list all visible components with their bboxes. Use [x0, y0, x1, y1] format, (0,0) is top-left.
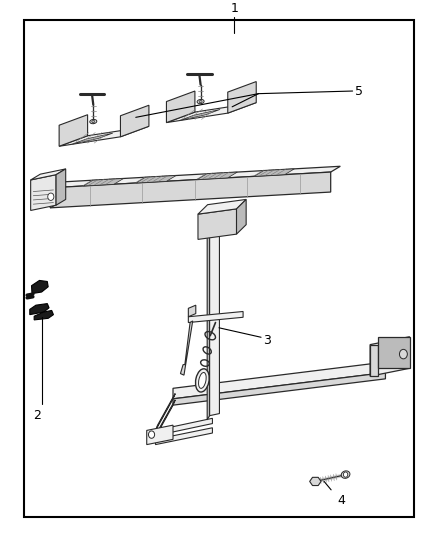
Polygon shape — [83, 179, 124, 186]
Polygon shape — [56, 169, 66, 205]
Circle shape — [48, 193, 54, 200]
Polygon shape — [180, 109, 220, 120]
Polygon shape — [147, 425, 173, 445]
Polygon shape — [378, 337, 410, 368]
Polygon shape — [210, 229, 219, 416]
Polygon shape — [72, 133, 113, 144]
Polygon shape — [50, 172, 331, 208]
Circle shape — [343, 472, 348, 477]
Polygon shape — [188, 305, 196, 317]
Polygon shape — [228, 82, 256, 113]
Text: 4: 4 — [338, 494, 346, 506]
Polygon shape — [50, 182, 60, 208]
Polygon shape — [155, 418, 212, 435]
Polygon shape — [155, 400, 175, 437]
Polygon shape — [197, 172, 237, 180]
Polygon shape — [188, 311, 243, 322]
Polygon shape — [59, 126, 149, 146]
Polygon shape — [136, 175, 176, 183]
Text: 1: 1 — [230, 2, 238, 15]
Polygon shape — [31, 169, 66, 180]
Polygon shape — [180, 321, 193, 375]
Polygon shape — [198, 209, 237, 239]
Ellipse shape — [195, 369, 209, 392]
Ellipse shape — [341, 471, 350, 478]
Polygon shape — [207, 229, 219, 236]
Polygon shape — [166, 103, 256, 123]
Ellipse shape — [198, 373, 206, 389]
Polygon shape — [155, 393, 175, 431]
Ellipse shape — [92, 120, 95, 123]
Polygon shape — [59, 115, 88, 146]
Ellipse shape — [90, 119, 97, 124]
Polygon shape — [166, 91, 195, 123]
Polygon shape — [237, 199, 246, 234]
Text: 2: 2 — [33, 409, 41, 422]
Polygon shape — [254, 169, 294, 176]
Ellipse shape — [199, 101, 202, 103]
Ellipse shape — [197, 100, 204, 104]
Polygon shape — [173, 373, 385, 405]
Polygon shape — [155, 428, 212, 445]
Polygon shape — [310, 478, 321, 486]
Polygon shape — [370, 337, 410, 376]
Polygon shape — [34, 310, 53, 320]
Text: 3: 3 — [263, 334, 271, 348]
Polygon shape — [370, 345, 378, 376]
Text: 5: 5 — [355, 85, 363, 98]
Circle shape — [399, 349, 407, 359]
Polygon shape — [198, 199, 246, 214]
Polygon shape — [120, 105, 149, 137]
Polygon shape — [30, 304, 49, 314]
Polygon shape — [173, 362, 385, 399]
Circle shape — [148, 431, 155, 438]
Polygon shape — [50, 166, 340, 188]
Polygon shape — [32, 280, 48, 294]
Bar — [24, 20, 414, 517]
Polygon shape — [207, 231, 210, 420]
Polygon shape — [31, 175, 56, 211]
